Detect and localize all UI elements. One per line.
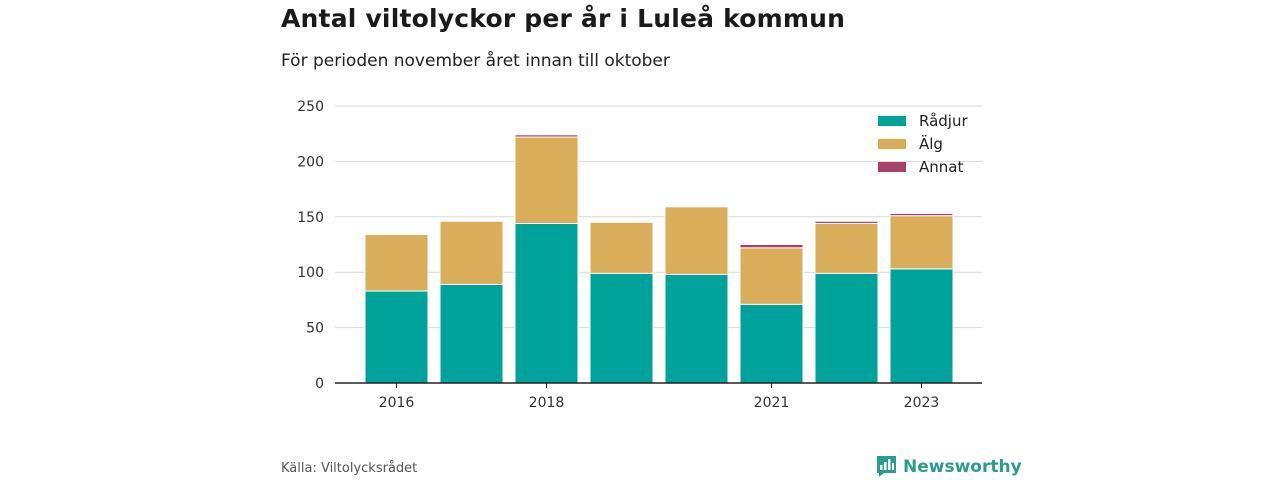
bar-segment-annat [739,244,804,249]
bar-segment-rådjur [664,273,729,384]
brand-logo: Newsworthy [876,455,1022,478]
x-axis-ticks: 2016 2018 2021 2023 [379,383,940,411]
y-tick-label: 250 [297,99,324,115]
bar-segment-älg [439,220,504,285]
legend-label: Annat [919,158,963,176]
bar-segment-älg [514,136,579,224]
y-tick-label: 50 [306,321,324,337]
bar-segment-älg [814,222,879,274]
chart-title: Antal viltolyckor per år i Luleå kommun [281,4,846,33]
bar-segment-älg [889,215,954,270]
bar-segment-annat [889,212,954,217]
bar-segment-älg [364,234,429,292]
y-tick-label: 0 [315,376,324,392]
x-tick-label: 2018 [529,395,565,411]
bar-segment-rådjur [439,283,504,384]
x-tick-label: 2021 [754,395,790,411]
x-tick-label: 2023 [904,395,940,411]
bar-segment-rådjur [739,303,804,384]
bar-segment-rådjur [589,272,654,384]
y-tick-label: 150 [297,210,324,226]
legend-swatch [878,139,906,149]
stacked-bar-chart: 0 50 100 150 200 250 2016 2018 2021 2023 Rådjur Ä… [297,99,982,411]
x-tick-label: 2016 [379,395,415,411]
bar-segment-annat [814,220,879,224]
bar-segment-rådjur [364,290,429,384]
bar-segment-älg [589,221,654,274]
bar-segment-rådjur [814,272,879,384]
bar-segment-älg [739,247,804,305]
bar-segment-älg [664,206,729,275]
bar-segment-rådjur [889,268,954,384]
bar-segment-annat [514,134,579,138]
chart-subtitle: För perioden november året innan till ok… [281,51,670,71]
y-tick-label: 100 [297,265,324,281]
brand-name: Newsworthy [903,456,1022,477]
legend-swatch [878,162,906,172]
newsworthy-logo-icon [877,456,896,477]
y-tick-label: 200 [297,154,324,170]
legend-swatch [878,116,906,126]
source-note: Källa: Viltolycksrådet [281,461,418,476]
y-axis-ticks: 0 50 100 150 200 250 [297,99,324,392]
legend-label: Älg [919,134,943,153]
bar-segment-rådjur [514,222,579,384]
legend-label: Rådjur [919,112,968,130]
legend: Rådjur Älg Annat [878,112,968,176]
bars [364,134,954,384]
